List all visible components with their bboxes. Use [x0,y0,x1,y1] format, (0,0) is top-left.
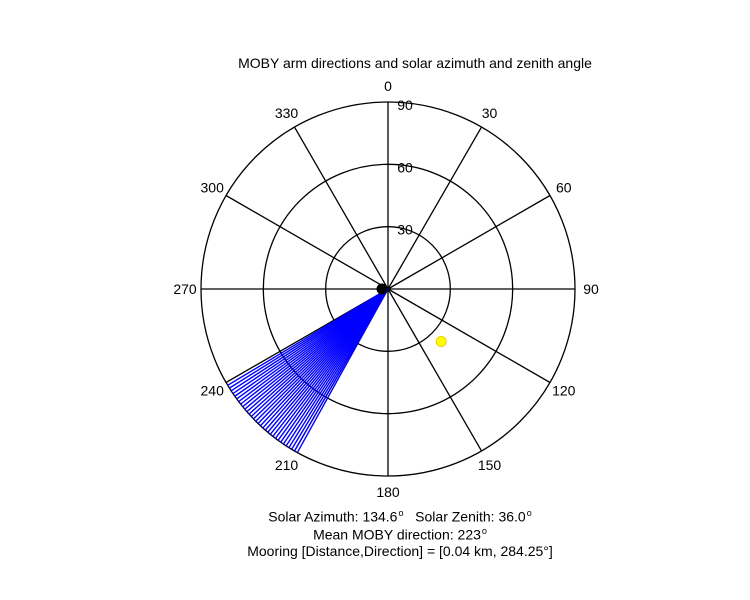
degree-symbol: o [481,526,487,536]
solar-azimuth-label: Solar Azimuth: [268,508,363,525]
solar-caption: Solar Azimuth: 134.6o Solar Zenith: 36.0… [0,508,750,525]
azimuth-spoke [293,126,389,290]
degree-symbol: o [398,508,404,518]
mooring-caption: Mooring [Distance,Direction] = [0.04 km,… [247,543,553,559]
arm-direction-line [227,288,389,386]
solar-zenith-label: Solar Zenith: [415,508,499,525]
center-marker [376,283,388,295]
solar-azimuth-value: 134.6 [362,508,398,525]
zenith-ring-label: 60 [397,159,413,175]
zenith-ring-label: 30 [397,222,413,238]
azimuth-spoke [387,288,551,384]
azimuth-spoke [387,288,483,452]
azimuth-tick-label: 180 [376,484,400,500]
polar-markers [376,283,447,348]
solar-zenith-value: 36.0 [498,508,526,525]
moby-arm-directions [227,288,389,453]
azimuth-tick-label: 300 [201,180,225,196]
azimuth-tick-label: 60 [556,180,572,196]
azimuth-spoke [225,194,389,290]
sun-marker [435,336,447,348]
azimuth-tick-label: 330 [275,105,299,121]
azimuth-tick-label: 0 [384,78,392,94]
zenith-ring-label: 90 [397,97,413,113]
azimuth-tick-label: 120 [552,383,576,399]
moby-direction-caption: Mean MOBY direction: 223o [0,526,750,543]
polar-labels: 0 30 60 90 120 150 180 210 240 270 300 330 30 60 90 [173,78,599,500]
azimuth-tick-label: 30 [482,105,498,121]
azimuth-tick-label: 240 [201,383,225,399]
azimuth-spoke [387,126,483,290]
azimuth-tick-label: 270 [173,281,197,297]
chart-title: MOBY arm directions and solar azimuth an… [238,55,592,71]
azimuth-tick-label: 150 [478,457,502,473]
mean-moby-label: Mean MOBY direction: [313,526,458,543]
azimuth-tick-label: 90 [583,281,599,297]
azimuth-tick-label: 210 [275,457,299,473]
azimuth-spoke [387,194,551,290]
mean-moby-value: 223 [457,526,481,543]
degree-symbol: o [526,508,532,518]
